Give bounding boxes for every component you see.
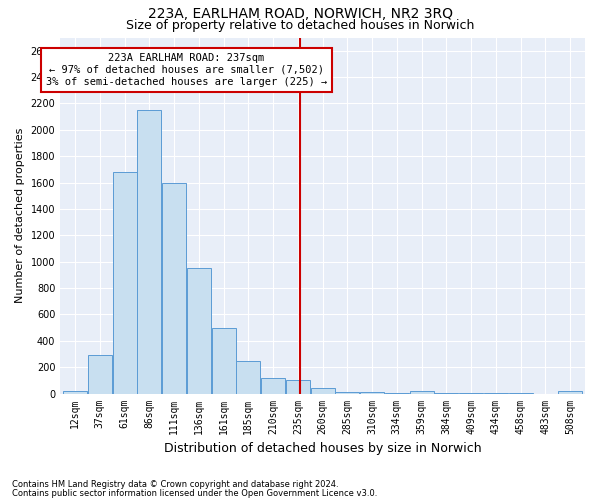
Bar	[286, 380, 310, 394]
Text: Contains public sector information licensed under the Open Government Licence v3: Contains public sector information licen…	[12, 489, 377, 498]
Bar	[236, 360, 260, 394]
Bar	[335, 392, 359, 394]
Bar	[385, 393, 409, 394]
Bar	[410, 391, 434, 394]
Bar	[63, 391, 87, 394]
Bar	[212, 328, 236, 394]
Bar	[162, 182, 186, 394]
Bar	[187, 268, 211, 394]
Bar	[434, 393, 458, 394]
Bar	[88, 354, 112, 394]
Bar	[113, 172, 137, 394]
Text: 223A, EARLHAM ROAD, NORWICH, NR2 3RQ: 223A, EARLHAM ROAD, NORWICH, NR2 3RQ	[148, 8, 452, 22]
X-axis label: Distribution of detached houses by size in Norwich: Distribution of detached houses by size …	[164, 442, 481, 455]
Y-axis label: Number of detached properties: Number of detached properties	[15, 128, 25, 303]
Bar	[558, 391, 582, 394]
Bar	[360, 392, 384, 394]
Bar	[311, 388, 335, 394]
Text: Contains HM Land Registry data © Crown copyright and database right 2024.: Contains HM Land Registry data © Crown c…	[12, 480, 338, 489]
Bar	[137, 110, 161, 394]
Text: Size of property relative to detached houses in Norwich: Size of property relative to detached ho…	[126, 19, 474, 32]
Text: 223A EARLHAM ROAD: 237sqm
← 97% of detached houses are smaller (7,502)
3% of sem: 223A EARLHAM ROAD: 237sqm ← 97% of detac…	[46, 54, 327, 86]
Bar	[261, 378, 285, 394]
